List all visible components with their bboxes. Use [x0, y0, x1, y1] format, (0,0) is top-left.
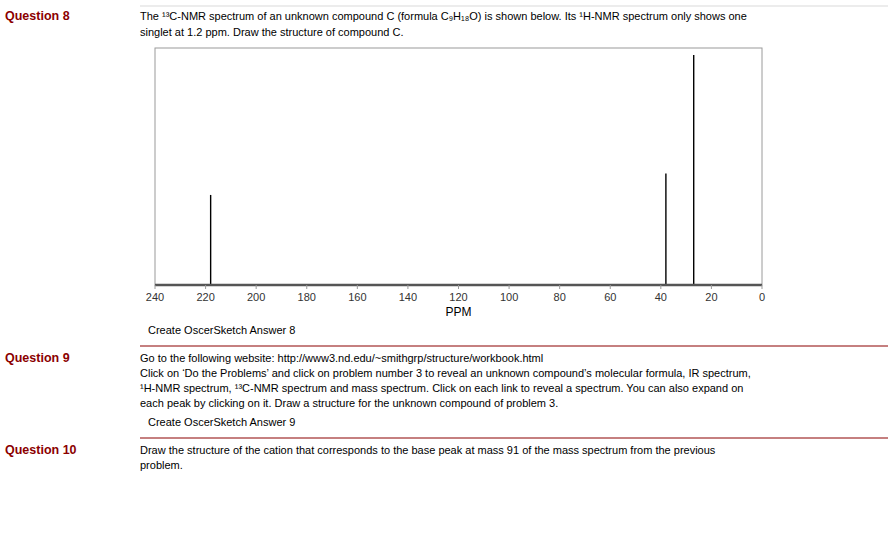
x-tick [509, 285, 510, 289]
divider [140, 438, 888, 439]
x-tick-label: 100 [500, 291, 518, 303]
x-tick [559, 285, 560, 289]
x-tick-label: 240 [146, 291, 164, 303]
annotation: The ¹³C-NMR spectrum of an unknown compo… [140, 10, 747, 22]
x-tick [762, 285, 763, 289]
x-tick-label: 40 [655, 291, 667, 303]
annotation: Create OscerSketch Answer 9 [148, 416, 295, 428]
question-title: Question 8 [5, 9, 70, 23]
x-tick [610, 285, 611, 289]
annotation: Create OscerSketch Answer 8 [148, 324, 295, 336]
x-tick-label: 20 [705, 291, 717, 303]
x-axis-label: PPM [445, 305, 471, 319]
plot-frame [155, 48, 762, 285]
x-tick-label: 180 [298, 291, 316, 303]
page: 240220200180160140120100806040200PPMQues… [0, 0, 894, 554]
x-tick-label: 160 [348, 291, 366, 303]
x-tick-label: 200 [247, 291, 265, 303]
top-rule [140, 6, 888, 7]
x-tick [660, 285, 661, 289]
divider [140, 346, 888, 347]
x-tick [407, 285, 408, 289]
peak [210, 195, 211, 285]
annotation: Click on ‘Do the Problems’ and click on … [140, 367, 751, 379]
annotation: problem. [140, 459, 183, 471]
annotation: each peak by clicking on it. Draw a stru… [140, 397, 558, 409]
question-title: Question 10 [5, 443, 77, 457]
annotation: singlet at 1.2 ppm. Draw the structure o… [140, 26, 404, 38]
x-tick [711, 285, 712, 289]
annotation: Draw the structure of the cation that co… [140, 444, 716, 456]
x-tick-label: 220 [196, 291, 214, 303]
x-tick [306, 285, 307, 289]
annotation: Go to the following website: http://www3… [140, 352, 543, 364]
peak [693, 55, 694, 285]
x-tick-label: 0 [759, 291, 765, 303]
annotation: ¹H-NMR spectrum, ¹³C-NMR spectrum and ma… [140, 382, 743, 394]
x-tick-label: 60 [604, 291, 616, 303]
x-tick [155, 285, 156, 289]
x-tick [205, 285, 206, 289]
x-tick [357, 285, 358, 289]
peak [665, 174, 666, 285]
x-tick-label: 140 [399, 291, 417, 303]
question-title: Question 9 [5, 351, 70, 365]
x-tick-label: 80 [554, 291, 566, 303]
x-tick [256, 285, 257, 289]
peaks [211, 55, 694, 285]
x-tick-label: 120 [449, 291, 467, 303]
x-tick [458, 285, 459, 289]
